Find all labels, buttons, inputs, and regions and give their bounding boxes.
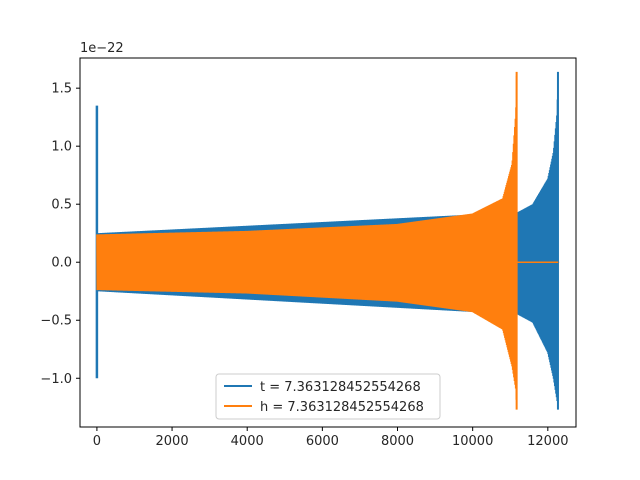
y-tick-label-5: 1.5 <box>51 82 72 97</box>
y-tick-label-0: −1.0 <box>40 372 72 387</box>
plot-frame <box>79 57 577 428</box>
series-1-oscillation <box>96 75 518 400</box>
series-1 <box>96 71 559 410</box>
x-tick-label-0: 0 <box>93 434 101 449</box>
legend: t = 7.363128452554268 h = 7.363128452554… <box>215 373 441 420</box>
x-tick-label-3: 6000 <box>306 434 339 449</box>
y-tick-label-1: −0.5 <box>40 314 72 329</box>
legend-box <box>215 373 441 420</box>
y-offset-label: 1e−22 <box>80 41 124 56</box>
y-axis: −1.0 −0.5 0.0 0.5 1.0 1.5 <box>40 82 80 387</box>
x-tick-label-5: 10000 <box>452 434 493 449</box>
x-tick-label-2: 4000 <box>231 434 264 449</box>
y-tick-label-4: 1.0 <box>51 140 72 155</box>
x-tick-label-1: 2000 <box>156 434 189 449</box>
legend-label-series-t: t = 7.363128452554268 <box>260 380 421 395</box>
y-tick-label-3: 0.5 <box>51 198 72 213</box>
series-layer <box>95 71 560 410</box>
x-tick-label-4: 8000 <box>381 434 414 449</box>
y-tick-label-2: 0.0 <box>51 256 72 271</box>
x-tick-label-6: 12000 <box>527 434 568 449</box>
x-axis: 0 2000 4000 6000 8000 10000 12000 <box>93 427 568 449</box>
legend-label-series-h: h = 7.363128452554268 <box>260 400 424 415</box>
